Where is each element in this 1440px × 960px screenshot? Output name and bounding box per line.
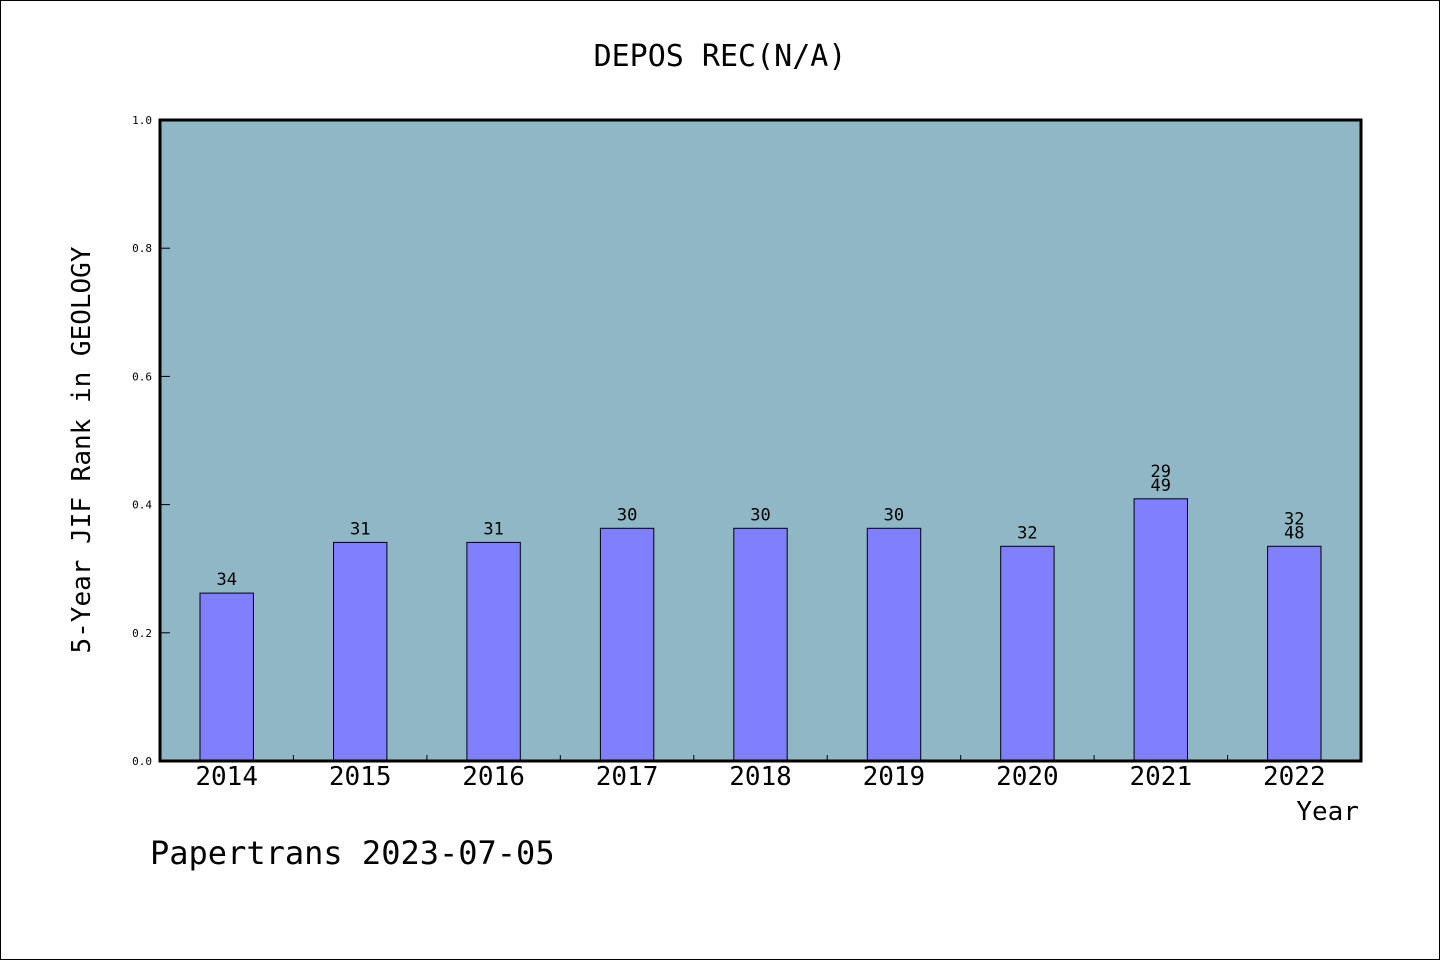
x-tick-label-2014: 2014: [195, 762, 258, 792]
bar-label-2017: 30: [617, 505, 637, 525]
y-tick-label-0.0: 0.0: [132, 755, 152, 768]
bar-label-2016: 31: [483, 519, 503, 539]
y-tick-label-1.0: 1.0: [132, 114, 152, 127]
bar-2020: [1000, 545, 1055, 762]
y-tick-label-0.8: 0.8: [132, 242, 152, 255]
x-tick-label-2018: 2018: [729, 762, 792, 792]
bar-2017: [599, 527, 655, 762]
bar-2021: [1133, 498, 1188, 762]
x-tick-label-2020: 2020: [996, 762, 1059, 792]
y-axis: 0.0 0.2 0.4 0.6 0.8 1.0: [132, 114, 170, 768]
bars-group: [199, 498, 1322, 762]
bar-2018: [733, 527, 788, 762]
bar-label-2022-1: 32: [1284, 509, 1304, 529]
x-tick-label-2022: 2022: [1263, 762, 1326, 792]
y-tick-label-0.6: 0.6: [132, 370, 152, 383]
x-axis-label: Year: [1296, 797, 1359, 827]
bar-label-2015: 31: [350, 519, 370, 539]
plot-border: [158, 118, 1363, 763]
bar-2022: [1267, 545, 1322, 762]
bar-label-2020: 32: [1017, 523, 1037, 543]
bar-label-2014: 34: [216, 570, 236, 590]
bar-2015: [333, 541, 388, 762]
bar-label-2021-1: 29: [1151, 462, 1171, 482]
bar-label-2021-2: 49: [1151, 476, 1171, 496]
x-tick-label-2016: 2016: [462, 762, 525, 792]
bar-label-2022-2: 48: [1284, 523, 1304, 543]
bar-label-2018: 30: [750, 505, 770, 525]
chart-title: DEPOS REC(N/A): [594, 39, 847, 74]
x-tick-label-2017: 2017: [596, 762, 659, 792]
x-tick-label-2015: 2015: [329, 762, 392, 792]
x-axis: 2014 2015 2016 2017 2018 2019 2020 2021 2022: [195, 755, 1326, 792]
bar-label-2019: 30: [884, 505, 904, 525]
x-tick-label-2019: 2019: [863, 762, 926, 792]
footer-text: Papertrans 2023-07-05: [150, 834, 555, 872]
y-tick-label-0.2: 0.2: [132, 627, 152, 640]
bar-2016: [466, 541, 521, 762]
bar-2019: [866, 527, 922, 762]
bar-2014: [199, 592, 254, 762]
y-tick-label-0.4: 0.4: [132, 499, 152, 512]
y-axis-label: 5-Year JIF Rank in GEOLOGY: [67, 246, 97, 653]
x-tick-label-2021: 2021: [1129, 762, 1192, 792]
